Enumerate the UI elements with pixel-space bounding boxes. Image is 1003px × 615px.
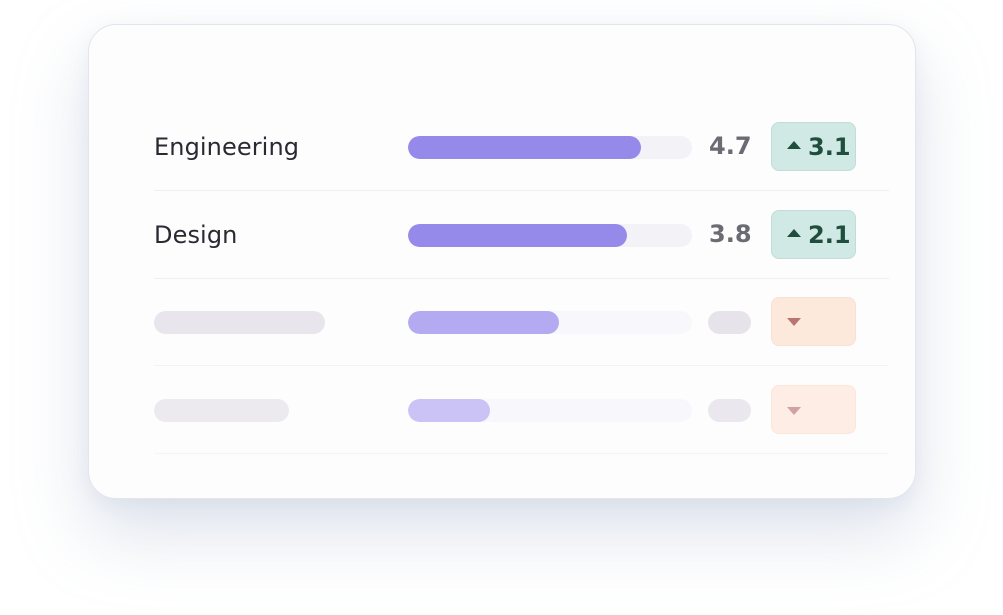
score-value: 3.8 <box>709 220 752 248</box>
score-bar-track <box>408 399 692 422</box>
placeholder-row <box>154 278 889 366</box>
caret-down-icon <box>787 407 801 415</box>
team-scores-card: Engineering 4.7 3.1 Design 3.8 2.1 <box>88 24 916 499</box>
table-row: Engineering 4.7 3.1 <box>154 103 889 191</box>
score-bar-track <box>408 311 692 334</box>
trend-badge <box>771 385 856 434</box>
score-bar-fill <box>408 224 627 247</box>
score-skeleton <box>708 399 751 422</box>
placeholder-row <box>154 366 889 454</box>
label-skeleton <box>154 399 289 422</box>
score-bar-fill <box>408 136 641 159</box>
team-label: Design <box>154 221 238 249</box>
score-skeleton <box>708 311 751 334</box>
team-label: Engineering <box>154 133 300 161</box>
score-bar-fill <box>408 399 491 422</box>
score-bar-track <box>408 136 692 159</box>
score-value: 4.7 <box>709 132 752 160</box>
caret-down-icon <box>787 318 801 326</box>
label-skeleton <box>154 311 325 334</box>
trend-badge: 2.1 <box>771 210 856 259</box>
score-bar-fill <box>408 311 559 334</box>
table-row: Design 3.8 2.1 <box>154 191 889 279</box>
caret-up-icon <box>787 141 801 149</box>
trend-badge: 3.1 <box>771 122 856 171</box>
delta-value: 2.1 <box>808 221 851 249</box>
caret-up-icon <box>787 229 801 237</box>
score-bar-track <box>408 224 692 247</box>
trend-badge <box>771 297 856 346</box>
delta-value: 3.1 <box>808 133 851 161</box>
